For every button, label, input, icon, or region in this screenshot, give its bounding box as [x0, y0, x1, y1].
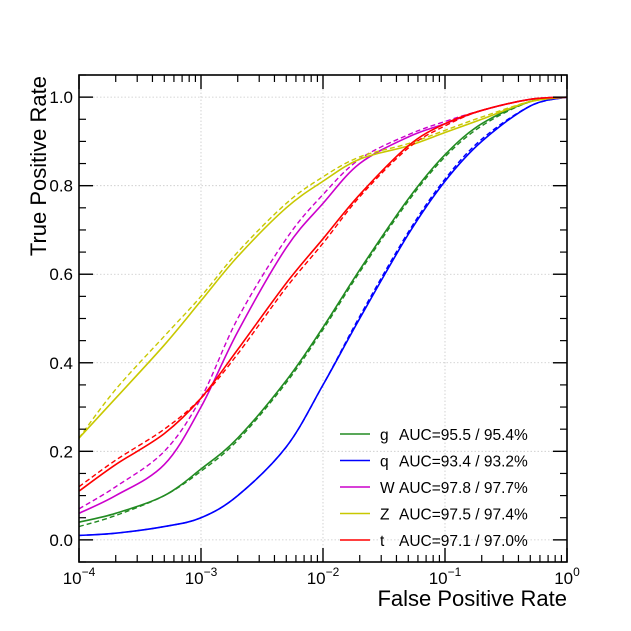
legend-label-W: W [380, 480, 395, 497]
roc-curves [78, 96, 568, 537]
roc-curve-W-dashed [78, 96, 568, 510]
roc-curve-t-solid [78, 96, 568, 492]
legend-auc-q: AUC=93.4 / 93.2% [399, 454, 528, 471]
roc-curve-Z-dashed [78, 96, 568, 439]
y-tick-label: 0.8 [49, 177, 73, 196]
x-tick-label: 100 [554, 565, 580, 588]
x-tick-label: 10−2 [307, 565, 340, 588]
legend-auc-t: AUC=97.1 / 97.0% [399, 533, 528, 550]
y-tick-label: 0.4 [49, 354, 73, 373]
legend-label-g: g [380, 427, 389, 444]
x-axis-title: False Positive Rate [377, 586, 567, 611]
y-tick-label: 0.2 [49, 442, 73, 461]
legend: g AUC=95.5 / 95.4%q AUC=93.4 / 93.2%W AUC=9… [340, 427, 528, 550]
legend-label-q: q [380, 454, 389, 471]
y-axis-title: True Positive Rate [26, 76, 51, 256]
roc-curve-t-dashed [78, 96, 568, 488]
x-tick-label: 10−4 [63, 565, 96, 588]
legend-auc-Z: AUC=97.5 / 97.4% [399, 507, 528, 524]
roc-curve-q-solid [78, 96, 568, 537]
grid [79, 75, 567, 562]
legend-label-t: t [380, 533, 385, 550]
x-tick-label: 10−3 [185, 565, 218, 588]
legend-auc-g: AUC=95.5 / 95.4% [399, 427, 528, 444]
roc-curve-g-solid [78, 96, 568, 523]
legend-auc-W: AUC=97.8 / 97.7% [399, 480, 528, 497]
y-tick-label: 0.0 [49, 531, 73, 550]
y-tick-label: 0.6 [49, 265, 73, 284]
y-tick-label: 1.0 [49, 88, 73, 107]
x-tick-label: 10−1 [429, 565, 462, 588]
axes: 10−4 10−3 10−2 10−1 100 0.0 0.2 0.4 0.6 0.8 1.0 [49, 74, 580, 588]
legend-label-Z: Z [380, 507, 389, 524]
roc-curve-Z-solid [78, 96, 568, 439]
